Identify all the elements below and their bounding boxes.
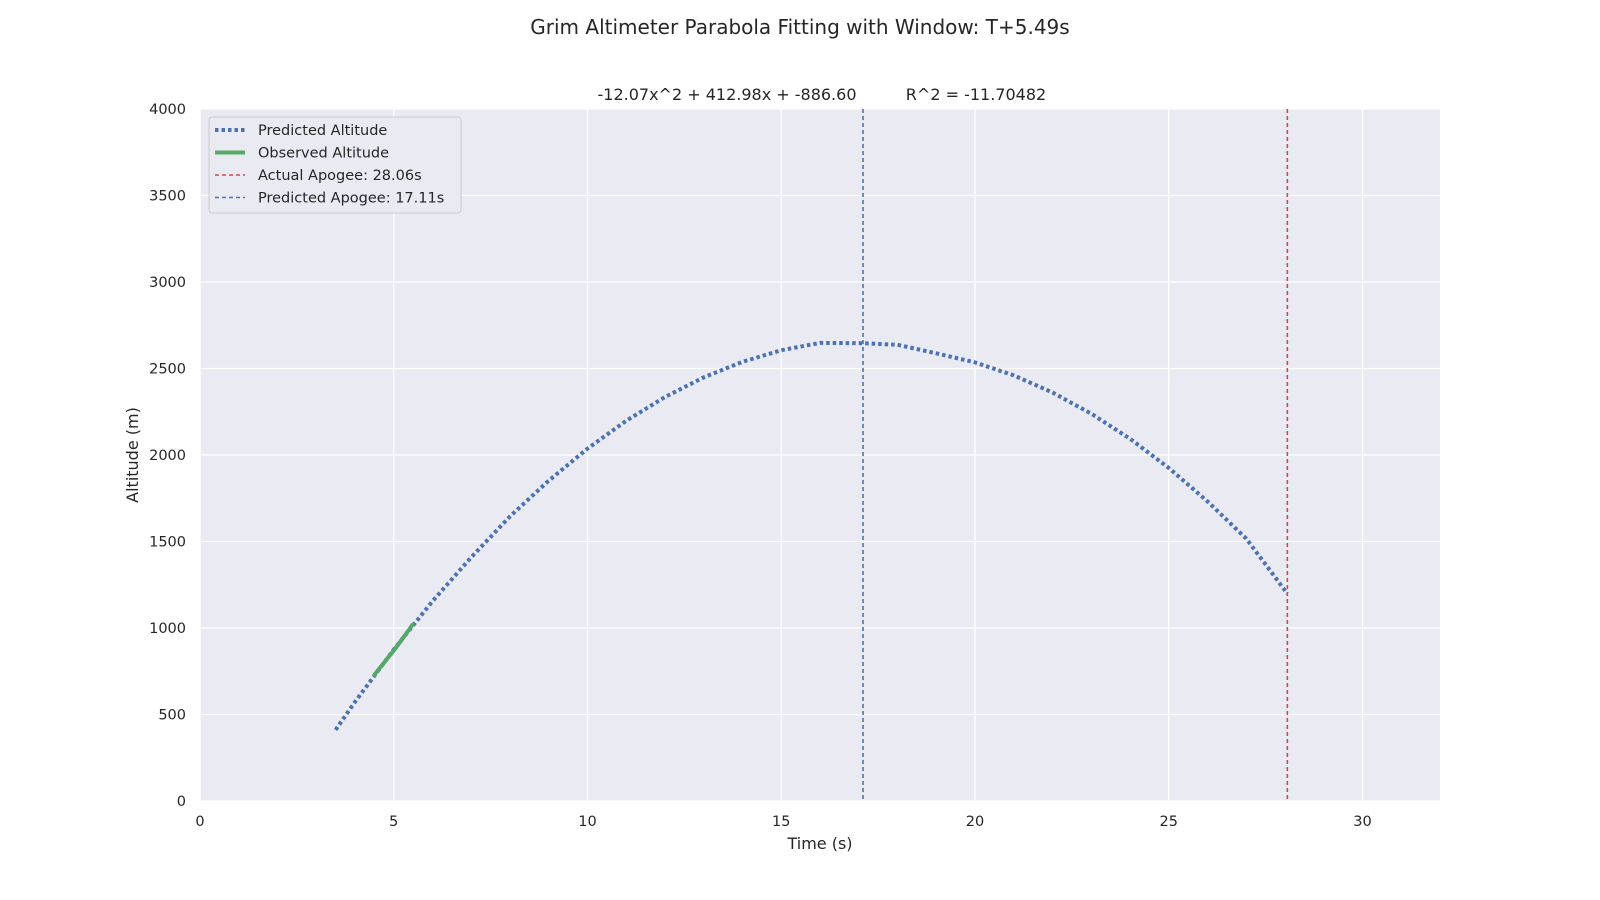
- series-0-line: [333, 340, 1289, 732]
- x-tick-label: 0: [195, 814, 204, 830]
- legend-label: Actual Apogee: 28.06s: [258, 168, 422, 184]
- grid: [199, 108, 1440, 802]
- tick-labels: 0 5 10 15 20 25 30 0 500 1000 1500 2000 2500 3000 3500…: [149, 102, 1372, 830]
- y-tick-label: 500: [158, 708, 186, 724]
- x-tick-label: 10: [578, 814, 596, 830]
- y-tick-label: 0: [177, 794, 186, 810]
- fit-equation: -12.07x^2 + 412.98x + -886.60: [598, 85, 857, 104]
- legend-label: Predicted Altitude: [258, 123, 387, 139]
- y-axis-label: Altitude (m): [123, 407, 142, 503]
- y-tick-label: 1000: [149, 621, 186, 637]
- x-tick-label: 20: [966, 814, 984, 830]
- x-tick-label: 5: [389, 814, 398, 830]
- chart-title: Grim Altimeter Parabola Fitting with Win…: [530, 15, 1069, 39]
- legend-label: Predicted Apogee: 17.11s: [258, 191, 444, 207]
- x-tick-label: 30: [1353, 814, 1371, 830]
- legend: Predicted Altitude Observed Altitude Actua…: [208, 116, 462, 214]
- legend-label: Observed Altitude: [258, 146, 389, 162]
- x-tick-label: 15: [772, 814, 790, 830]
- y-tick-label: 4000: [149, 102, 186, 118]
- y-tick-label: 1500: [149, 535, 186, 551]
- x-axis-label: Time (s): [786, 834, 852, 853]
- x-tick-label: 25: [1160, 814, 1178, 830]
- r-squared-label: R^2 = -11.70482: [906, 85, 1046, 104]
- y-tick-label: 2500: [149, 362, 186, 378]
- legend-box: [208, 116, 462, 214]
- series-lines: [333, 340, 1289, 732]
- y-tick-label: 3000: [149, 275, 186, 291]
- y-tick-label: 3500: [149, 189, 186, 205]
- series-1-line: [372, 622, 415, 677]
- vertical-lines: [862, 109, 1289, 801]
- y-tick-label: 2000: [149, 448, 186, 464]
